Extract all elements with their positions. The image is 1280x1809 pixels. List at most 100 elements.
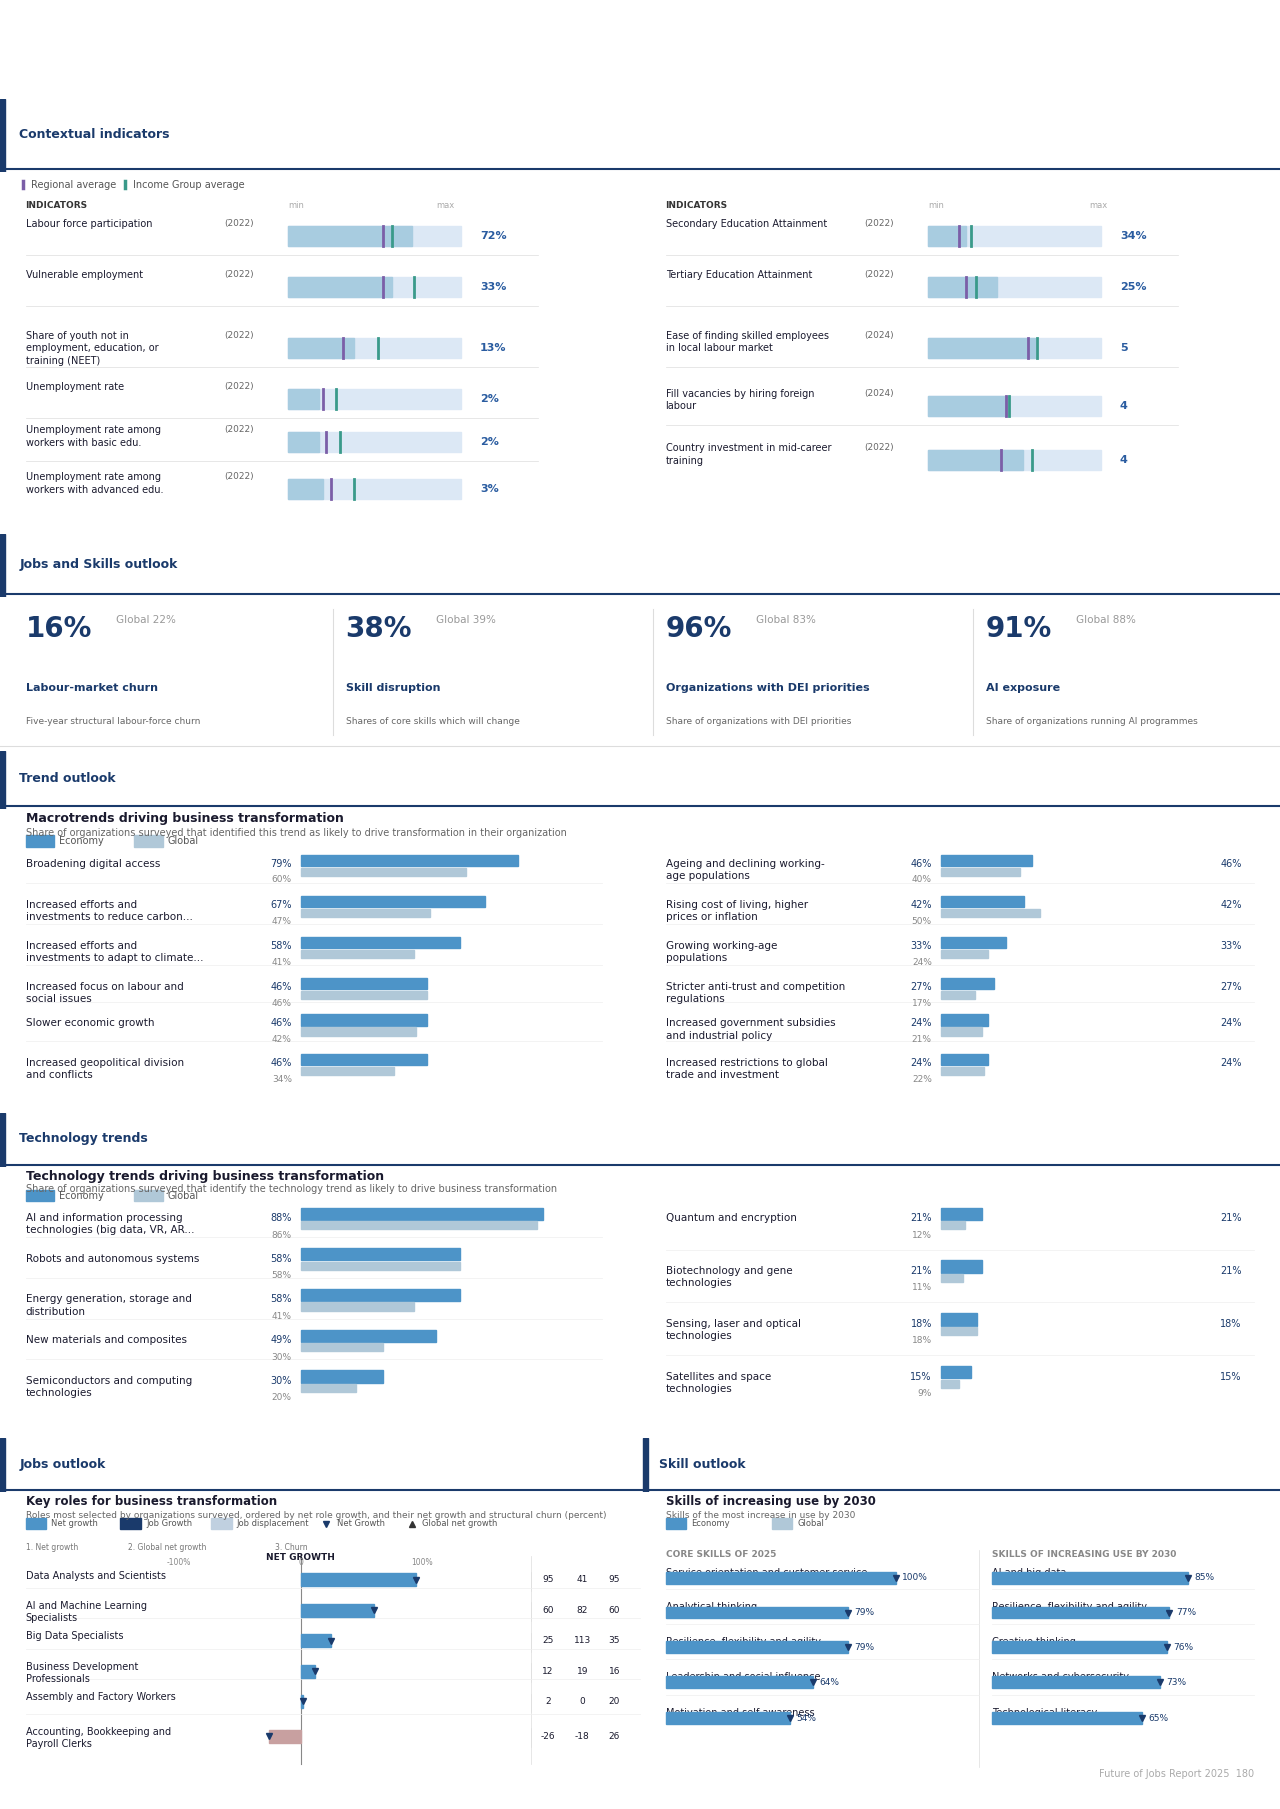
Text: 46%: 46%: [270, 1018, 292, 1028]
Text: (2022): (2022): [224, 382, 253, 391]
Text: 95: 95: [609, 1576, 620, 1585]
Bar: [301, 908, 430, 917]
Bar: [301, 1015, 428, 1026]
Text: 49%: 49%: [270, 1335, 292, 1346]
Bar: [301, 868, 466, 876]
Text: 46%: 46%: [270, 1058, 292, 1067]
Text: (2022): (2022): [224, 472, 253, 481]
Text: 13%: 13%: [480, 344, 507, 353]
Text: 38%: 38%: [346, 615, 412, 644]
Text: 16%: 16%: [26, 615, 92, 644]
Text: (2022): (2022): [224, 270, 253, 279]
Bar: [301, 1664, 315, 1677]
Text: 26: 26: [609, 1731, 620, 1740]
Bar: [288, 277, 461, 297]
Text: 91%: 91%: [986, 615, 1052, 644]
Text: Fill vacancies by hiring foreign
labour: Fill vacancies by hiring foreign labour: [666, 389, 814, 411]
Bar: [301, 1055, 428, 1066]
Text: 24%: 24%: [1220, 1058, 1242, 1067]
Text: 18%: 18%: [1220, 1319, 1242, 1330]
Text: Contextual indicators: Contextual indicators: [19, 128, 170, 141]
Bar: [288, 338, 353, 358]
Text: 27%: 27%: [910, 982, 932, 991]
Bar: [301, 1288, 461, 1301]
Text: 5: 5: [1120, 344, 1128, 353]
Bar: [928, 226, 1101, 246]
Text: 2: 2: [545, 1697, 550, 1706]
Text: Macrotrends driving business transformation: Macrotrends driving business transformat…: [26, 812, 343, 825]
Bar: [288, 479, 461, 499]
Bar: [772, 1518, 792, 1529]
Bar: [301, 1302, 413, 1310]
Text: 79%: 79%: [854, 1608, 874, 1617]
Bar: [211, 1518, 232, 1529]
Bar: [134, 836, 163, 847]
Bar: [941, 908, 1039, 917]
Text: Economy Profile: Economy Profile: [26, 18, 104, 27]
Bar: [288, 479, 323, 499]
Text: Satellites and space
technologies: Satellites and space technologies: [666, 1371, 771, 1395]
Text: (2022): (2022): [864, 443, 893, 452]
Bar: [941, 950, 988, 959]
Text: 2. Global net growth: 2. Global net growth: [128, 1543, 206, 1552]
Text: Motivation and self-awareness: Motivation and self-awareness: [666, 1708, 814, 1719]
Text: 34%: 34%: [271, 1075, 292, 1084]
Text: INDICATORS: INDICATORS: [26, 201, 88, 210]
Text: 113: 113: [573, 1635, 591, 1644]
Text: 42%: 42%: [910, 899, 932, 910]
Bar: [941, 1261, 983, 1274]
Text: Trend outlook: Trend outlook: [19, 772, 115, 785]
Bar: [666, 1518, 686, 1529]
Text: 19: 19: [577, 1666, 588, 1675]
Text: Increased efforts and
investments to reduce carbon...: Increased efforts and investments to red…: [26, 899, 192, 923]
Text: 24%: 24%: [910, 1058, 932, 1067]
Text: Unemployment rate among
workers with advanced edu.: Unemployment rate among workers with adv…: [26, 472, 163, 494]
Text: 58%: 58%: [270, 1295, 292, 1304]
Bar: [941, 868, 1020, 876]
Text: Share of organizations running AI programmes: Share of organizations running AI progra…: [986, 716, 1197, 725]
Bar: [301, 1221, 538, 1230]
Text: Global: Global: [168, 1190, 198, 1201]
Bar: [301, 1263, 461, 1270]
Bar: [288, 277, 392, 297]
Bar: [941, 1328, 977, 1335]
Text: 46%: 46%: [910, 859, 932, 868]
Text: 47%: 47%: [271, 917, 292, 926]
Bar: [26, 1518, 46, 1529]
Text: 0: 0: [580, 1697, 585, 1706]
Bar: [301, 1371, 384, 1382]
Bar: [941, 856, 1032, 867]
Text: 60: 60: [543, 1606, 553, 1615]
Text: 86%: 86%: [271, 1230, 292, 1239]
Text: 56.5: 56.5: [1172, 62, 1254, 94]
Text: Networks and cybersecurity: Networks and cybersecurity: [992, 1672, 1129, 1682]
Bar: [301, 1574, 416, 1586]
Text: Slower economic growth: Slower economic growth: [26, 1018, 154, 1028]
Text: 15%: 15%: [910, 1371, 932, 1382]
Bar: [301, 937, 461, 948]
Text: 77%: 77%: [1176, 1608, 1196, 1617]
Bar: [941, 1313, 977, 1326]
Text: Five-year structural labour-force churn: Five-year structural labour-force churn: [26, 716, 200, 725]
Text: 2%: 2%: [480, 394, 499, 403]
Text: 100%: 100%: [412, 1558, 433, 1567]
Bar: [120, 1518, 141, 1529]
Bar: [928, 450, 1101, 470]
Text: Data Analysts and Scientists: Data Analysts and Scientists: [26, 1570, 165, 1581]
Text: Unemployment rate: Unemployment rate: [26, 382, 124, 393]
Text: 20%: 20%: [271, 1393, 292, 1402]
Text: Global 39%: Global 39%: [436, 615, 497, 626]
Text: 21%: 21%: [910, 1266, 932, 1275]
Text: (2022): (2022): [864, 219, 893, 228]
Text: 24%: 24%: [911, 957, 932, 966]
Bar: [288, 226, 412, 246]
Text: Job displacement: Job displacement: [237, 1520, 310, 1529]
Text: Resilience, flexibility and agility: Resilience, flexibility and agility: [666, 1637, 820, 1648]
Text: Skills of the most increase in use by 2030: Skills of the most increase in use by 20…: [666, 1511, 855, 1520]
Bar: [992, 1641, 1167, 1653]
Bar: [941, 1067, 984, 1076]
Text: 33%: 33%: [480, 282, 507, 291]
Text: Job Growth: Job Growth: [146, 1520, 192, 1529]
Text: (2024): (2024): [864, 389, 893, 398]
Text: Quantum and encryption: Quantum and encryption: [666, 1214, 796, 1223]
